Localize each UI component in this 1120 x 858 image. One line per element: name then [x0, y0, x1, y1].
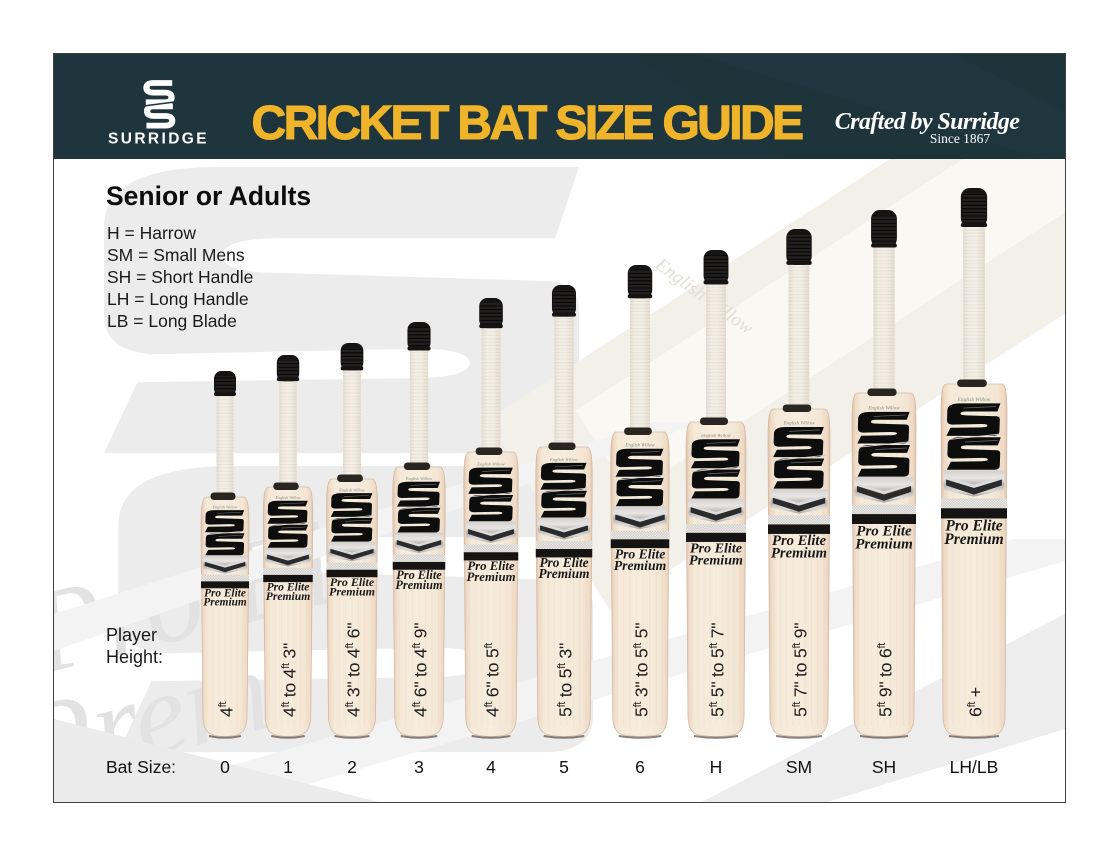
svg-text:English Willow: English Willow	[212, 504, 238, 509]
svg-text:English Willow: English Willow	[338, 487, 365, 492]
svg-text:English Willow: English Willow	[957, 396, 991, 402]
svg-text:4ft​: 4ft​	[217, 701, 237, 716]
svg-text:5ft​ 7" to 5ft​ 9": 5ft​ 7" to 5ft​ 9"	[791, 622, 811, 716]
svg-text:4: 4	[486, 757, 496, 777]
svg-text:Player: Player	[106, 625, 157, 645]
svg-text:4ft​ to 4ft​ 3": 4ft​ to 4ft​ 3"	[280, 643, 300, 717]
svg-text:Premium: Premium	[855, 536, 913, 552]
svg-text:Pro Elite: Pro Elite	[467, 559, 515, 573]
svg-text:0: 0	[220, 757, 230, 777]
svg-text:5ft​ 5" to 5ft​ 7": 5ft​ 5" to 5ft​ 7"	[708, 622, 728, 716]
svg-text:Since 1867: Since 1867	[930, 131, 991, 146]
svg-text:H: H	[710, 757, 723, 777]
svg-text:Pro Elite: Pro Elite	[330, 574, 375, 588]
svg-text:LH/LB: LH/LB	[950, 757, 999, 777]
svg-text:Pro Elite: Pro Elite	[772, 533, 826, 549]
svg-text:4ft​ 6" to 5ft​: 4ft​ 6" to 5ft​	[483, 642, 503, 716]
svg-text:SH: SH	[872, 757, 896, 777]
svg-text:Premium: Premium	[539, 566, 590, 581]
svg-text:Premium: Premium	[689, 552, 743, 568]
svg-text:Premium: Premium	[203, 596, 247, 608]
svg-text:2: 2	[347, 757, 357, 777]
svg-text:5: 5	[559, 757, 569, 777]
svg-text:1: 1	[283, 757, 293, 777]
svg-text:4ft​ 3" to 4ft​ 6": 4ft​ 3" to 4ft​ 6"	[344, 622, 364, 716]
svg-text:LH = Long Handle: LH = Long Handle	[107, 289, 249, 309]
svg-text:6ft​ +: 6ft​ +	[966, 687, 986, 717]
svg-text:Premium: Premium	[266, 590, 310, 603]
svg-text:English Willow: English Willow	[549, 456, 579, 461]
svg-text:English Willow: English Willow	[405, 475, 432, 480]
svg-text:Premium: Premium	[395, 578, 442, 592]
svg-text:SH = Short Handle: SH = Short Handle	[107, 267, 253, 287]
svg-text:Bat Size:: Bat Size:	[106, 757, 176, 777]
svg-text:English Willow: English Willow	[476, 461, 504, 466]
svg-text:Premium: Premium	[614, 558, 666, 573]
svg-text:Pro Elite: Pro Elite	[204, 587, 246, 599]
svg-text:Premium: Premium	[944, 530, 1003, 547]
svg-text:Height:: Height:	[106, 647, 163, 667]
svg-text:5ft​ 3" to 5ft​ 5": 5ft​ 3" to 5ft​ 5"	[632, 622, 652, 716]
svg-text:6: 6	[635, 757, 645, 777]
svg-text:English Willow: English Willow	[275, 494, 301, 499]
svg-text:H = Harrow: H = Harrow	[107, 223, 196, 243]
svg-text:English Willow: English Willow	[783, 420, 816, 426]
svg-text:English Willow: English Willow	[700, 434, 731, 439]
svg-text:SURRIDGE: SURRIDGE	[108, 131, 209, 148]
svg-text:Crafted by Surridge: Crafted by Surridge	[835, 109, 1021, 135]
svg-text:Pro Elite: Pro Elite	[856, 523, 912, 539]
svg-text:Pro Elite: Pro Elite	[267, 580, 310, 593]
svg-text:SM = Small Mens: SM = Small Mens	[107, 245, 245, 265]
svg-text:LB = Long Blade: LB = Long Blade	[107, 311, 237, 331]
svg-text:3: 3	[414, 757, 424, 777]
svg-text:Pro Elite: Pro Elite	[396, 567, 442, 581]
svg-text:CRICKET BAT SIZE GUIDE: CRICKET BAT SIZE GUIDE	[252, 97, 804, 150]
svg-text:English Willow: English Willow	[624, 443, 655, 448]
svg-text:Premium: Premium	[771, 545, 827, 561]
svg-text:Senior or Adults: Senior or Adults	[106, 181, 311, 211]
svg-text:Pro Elite: Pro Elite	[615, 546, 666, 561]
svg-text:4ft​ 6" to 4ft​ 9": 4ft​ 6" to 4ft​ 9"	[411, 622, 431, 716]
svg-text:5ft​ 9" to 6ft​: 5ft​ 9" to 6ft​	[876, 642, 896, 716]
svg-text:Premium: Premium	[329, 584, 375, 598]
svg-text:5ft​ to 5ft​ 3": 5ft​ to 5ft​ 3"	[556, 643, 576, 717]
svg-text:SM: SM	[786, 757, 812, 777]
svg-text:Pro Elite: Pro Elite	[945, 517, 1002, 534]
svg-text:Pro Elite: Pro Elite	[690, 540, 742, 556]
svg-text:Pro Elite: Pro Elite	[539, 555, 588, 570]
svg-text:Premium: Premium	[466, 569, 515, 583]
svg-text:English Willow: English Willow	[867, 405, 900, 411]
